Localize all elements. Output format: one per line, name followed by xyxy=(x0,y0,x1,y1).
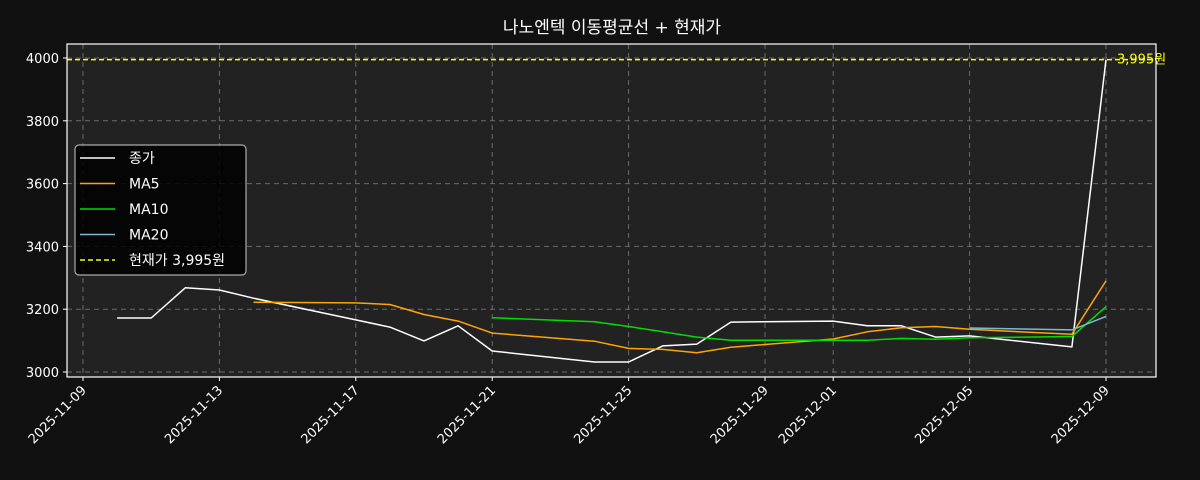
y-tick-label: 4000 xyxy=(26,52,59,67)
y-tick-label: 3600 xyxy=(26,178,59,193)
series-line-MA10 xyxy=(492,306,1107,342)
y-tick-label: 3800 xyxy=(26,115,59,130)
legend-label: MA10 xyxy=(129,202,168,218)
chart-title: 나노엔텍 이동평균선 + 현재가 xyxy=(503,18,721,38)
legend-label: MA5 xyxy=(129,177,160,193)
x-tick-label: 2025-12-01 xyxy=(776,383,840,447)
x-tick-label: 2025-11-13 xyxy=(162,383,226,447)
legend-label: 현재가 3,995원 xyxy=(129,253,225,269)
y-tick-label: 3400 xyxy=(26,240,59,255)
plot-background xyxy=(67,44,1156,377)
x-tick-label: 2025-11-29 xyxy=(708,383,772,447)
x-tick-label: 2025-11-17 xyxy=(299,383,363,447)
legend-label: MA20 xyxy=(129,228,168,244)
legend-label: 종가 xyxy=(129,151,155,167)
series-line-종가 xyxy=(117,59,1107,363)
axes-frame xyxy=(66,43,1157,378)
x-tick-label: 2025-11-21 xyxy=(435,383,499,447)
current-price-annotation: 3,995원 xyxy=(1117,53,1166,68)
y-tick-label: 3000 xyxy=(26,366,59,381)
x-tick-label: 2025-12-09 xyxy=(1049,383,1113,447)
y-tick-label: 3200 xyxy=(26,303,59,318)
legend-box xyxy=(74,144,247,276)
x-tick-label: 2025-12-05 xyxy=(912,383,976,447)
x-tick-label: 2025-11-25 xyxy=(571,383,635,447)
series-line-MA5 xyxy=(253,280,1107,354)
series-line-MA20 xyxy=(969,315,1107,331)
legend: 종가 MA5 MA10 MA20 현재가 3,995원 xyxy=(74,144,247,276)
x-tick-label: 2025-11-09 xyxy=(26,383,90,447)
